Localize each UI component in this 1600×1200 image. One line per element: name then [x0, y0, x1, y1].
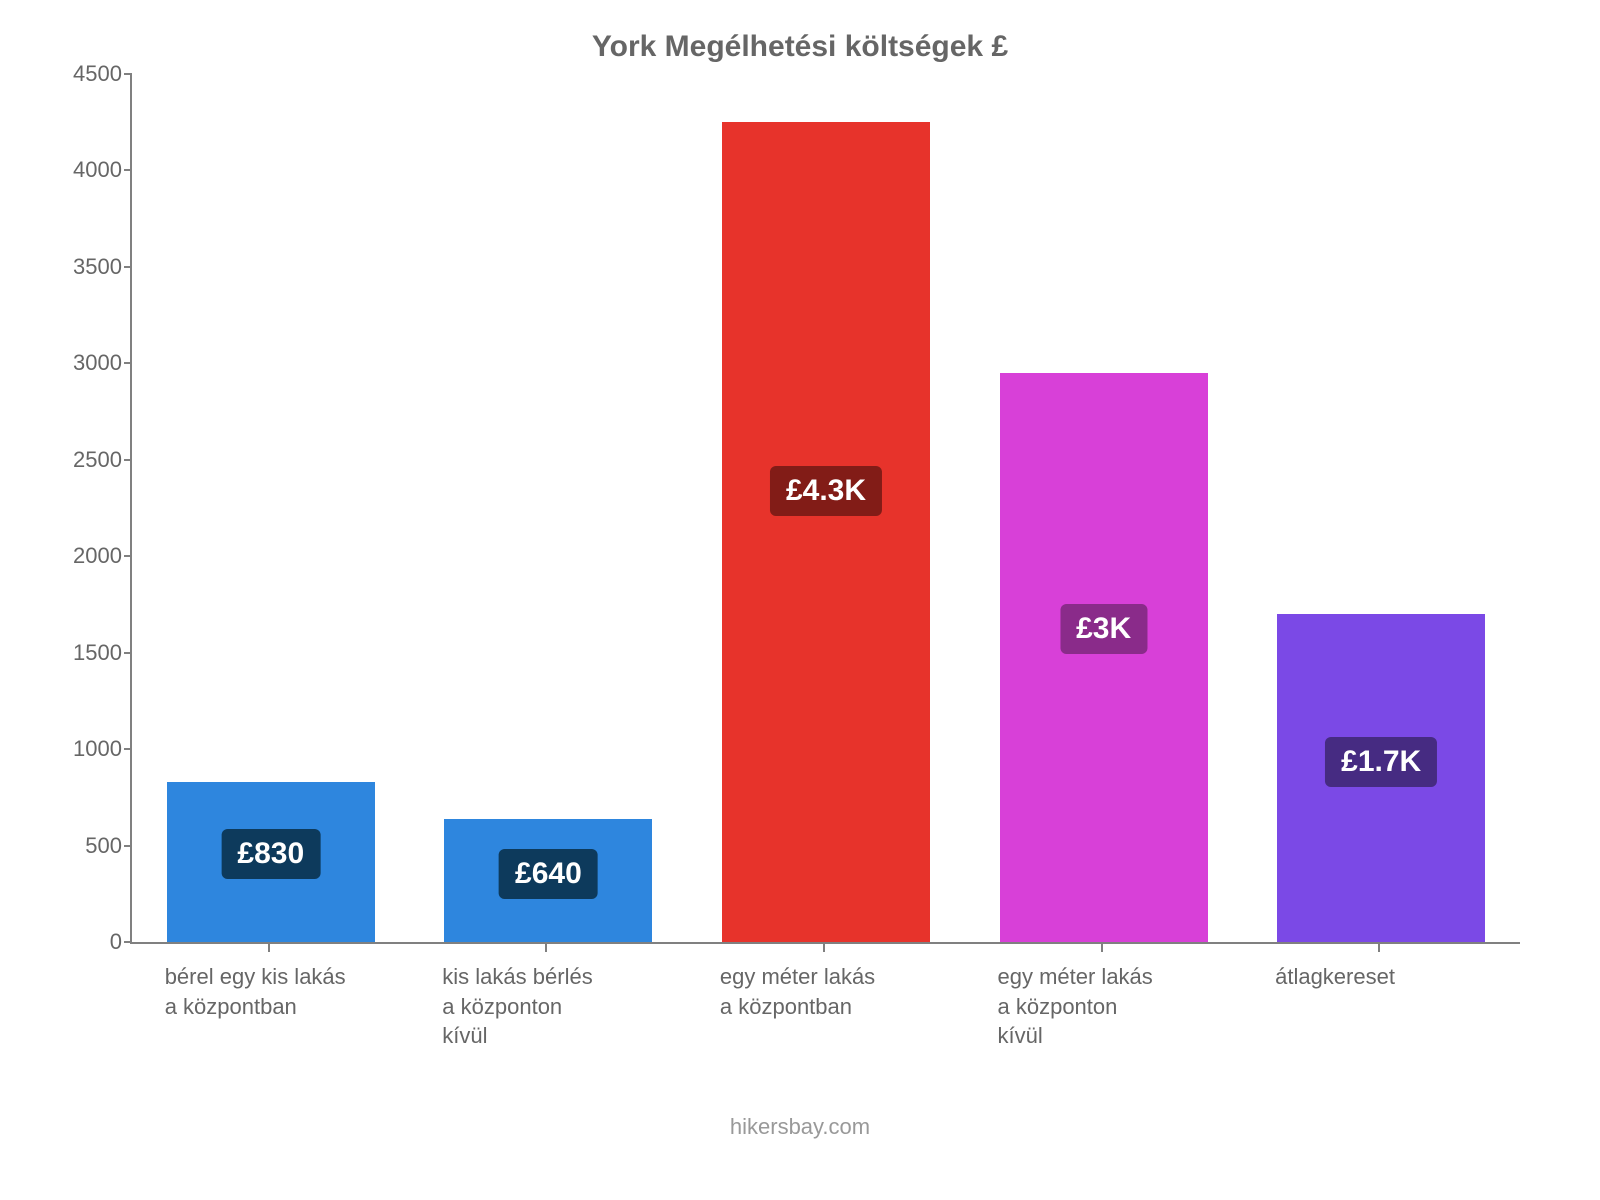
- y-tick-mark: [124, 748, 132, 750]
- x-axis-label: egy méter lakás a központban: [720, 962, 968, 1021]
- y-tick-label: 1500: [62, 640, 122, 666]
- chart-container: York Megélhetési költségek £ 05001000150…: [0, 0, 1600, 1200]
- y-tick-mark: [124, 555, 132, 557]
- bar-value-label: £3K: [1060, 604, 1147, 654]
- x-tick-mark: [1378, 944, 1380, 952]
- x-axis-label: kis lakás bérlés a központon kívül: [442, 962, 690, 1051]
- y-tick-label: 500: [62, 833, 122, 859]
- x-axis-labels: bérel egy kis lakás a központban kis laká…: [130, 944, 1520, 1084]
- x-axis-label: egy méter lakás a központon kívül: [998, 962, 1246, 1051]
- y-tick-mark: [124, 652, 132, 654]
- x-axis-label: átlagkereset: [1275, 962, 1523, 992]
- y-tick-label: 2000: [62, 543, 122, 569]
- y-tick-label: 4000: [62, 157, 122, 183]
- y-tick-label: 3000: [62, 350, 122, 376]
- attribution-text: hikersbay.com: [60, 1114, 1540, 1140]
- bar: [1000, 373, 1208, 942]
- bar-value-label: £830: [221, 829, 320, 879]
- bar-value-label: £4.3K: [770, 466, 882, 516]
- y-tick-label: 2500: [62, 447, 122, 473]
- x-tick-mark: [823, 944, 825, 952]
- bar-value-label: £1.7K: [1325, 737, 1437, 787]
- chart-title: York Megélhetési költségek £: [60, 30, 1540, 64]
- y-tick-label: 4500: [62, 61, 122, 87]
- y-tick-mark: [124, 845, 132, 847]
- y-tick-label: 0: [62, 929, 122, 955]
- x-axis-label: bérel egy kis lakás a központban: [165, 962, 413, 1021]
- x-tick-mark: [545, 944, 547, 952]
- y-tick-mark: [124, 941, 132, 943]
- y-tick-mark: [124, 169, 132, 171]
- plot-area: 050010001500200025003000350040004500£830…: [130, 74, 1520, 944]
- y-tick-label: 3500: [62, 254, 122, 280]
- y-tick-mark: [124, 266, 132, 268]
- y-tick-label: 1000: [62, 736, 122, 762]
- x-tick-mark: [268, 944, 270, 952]
- x-tick-mark: [1101, 944, 1103, 952]
- bar-value-label: £640: [499, 849, 598, 899]
- y-tick-mark: [124, 362, 132, 364]
- y-tick-mark: [124, 73, 132, 75]
- y-tick-mark: [124, 459, 132, 461]
- bar: [722, 122, 930, 942]
